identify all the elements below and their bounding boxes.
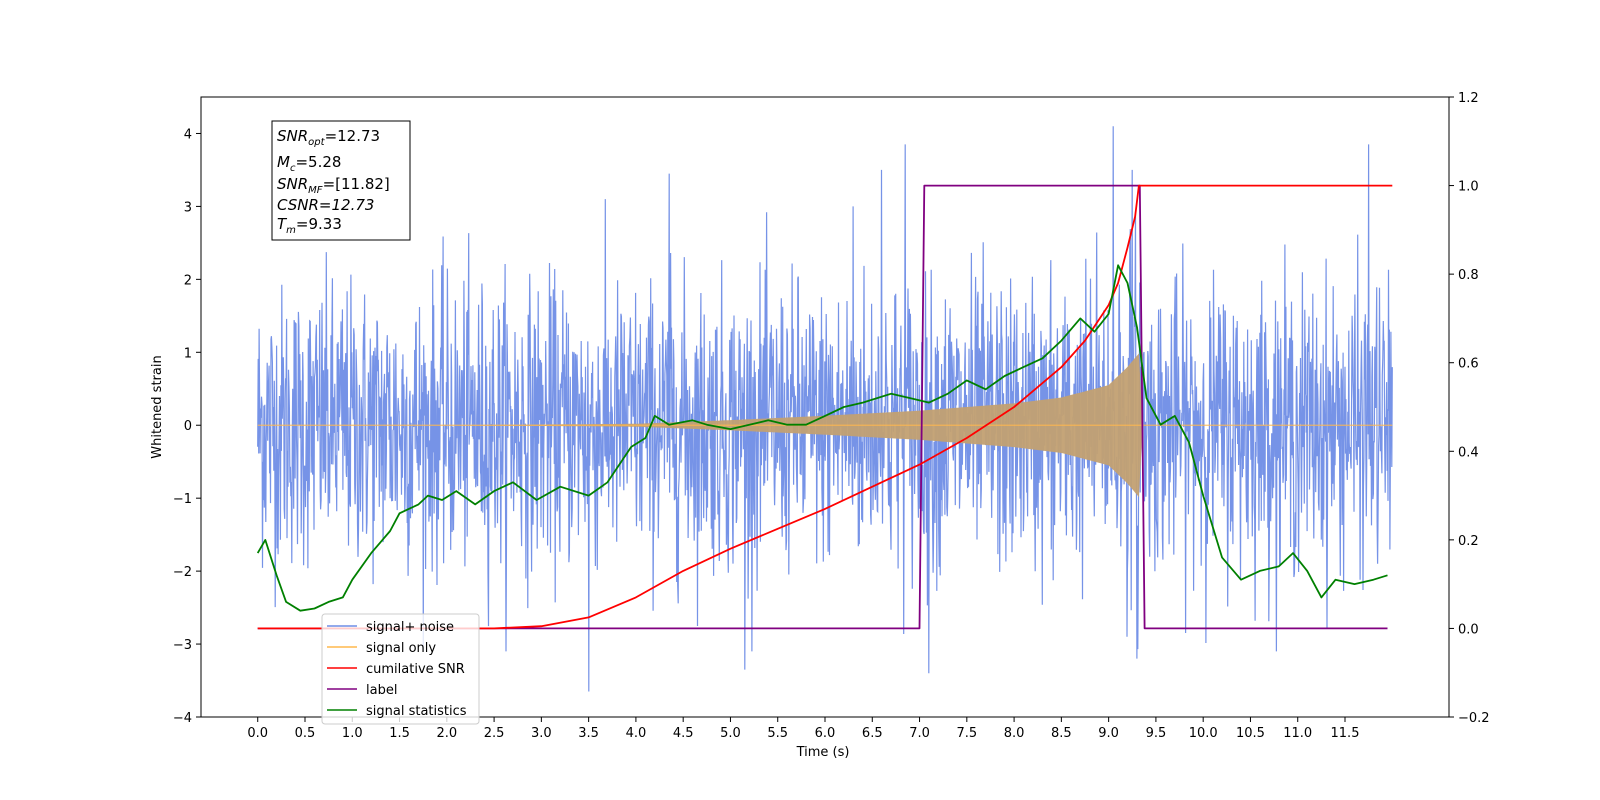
y2-axis: −0.2 0.0 0.2 0.4 0.6 0.8 1.0 1.2 [1449, 91, 1490, 726]
svg-text:cumilative SNR: cumilative SNR [366, 662, 465, 677]
y2-tick-label: 0.4 [1458, 445, 1479, 460]
snr-opt-value: =12.73 [325, 127, 381, 145]
svg-text:signal+ noise: signal+ noise [366, 620, 454, 635]
svg-text:signal statistics: signal statistics [366, 704, 467, 719]
x-axis-label: Time (s) [796, 745, 850, 760]
y-tick-label: 0 [184, 419, 192, 434]
signal-only-series [257, 353, 1393, 498]
legend-item-signal-noise: signal+ noise [327, 620, 454, 635]
y-tick-label: 2 [184, 273, 192, 288]
y-tick-label: 4 [184, 127, 192, 142]
y2-tick-label: 0.8 [1458, 268, 1479, 283]
legend-item-signal-only: signal only [327, 641, 436, 656]
y-tick-label: −1 [173, 492, 192, 507]
x-tick-label: 1.0 [342, 726, 363, 741]
y2-tick-label: 0.2 [1458, 534, 1479, 549]
svg-text:label: label [366, 683, 397, 698]
stats-annotation-box: SNRopt=12.73 Mc=5.28 SNRMF=[11.82] CSNR=… [271, 120, 411, 241]
x-tick-label: 2.5 [484, 726, 505, 741]
mc-value: =5.28 [295, 153, 341, 171]
x-tick-label: 7.0 [909, 726, 930, 741]
signal-statistics-line [256, 264, 1388, 612]
snr-mf-value: =[11.82] [323, 175, 390, 193]
x-tick-label: 4.5 [673, 726, 694, 741]
x-tick-label: 10.0 [1189, 726, 1218, 741]
x-tick-label: 11.5 [1331, 726, 1360, 741]
svg-text:SNRMF=[11.82]: SNRMF=[11.82] [277, 175, 390, 196]
tm-value: =9.33 [296, 215, 342, 233]
x-tick-label: 3.0 [531, 726, 552, 741]
y2-tick-label: 1.0 [1458, 180, 1479, 195]
label-line [257, 184, 1388, 630]
x-tick-label: 5.0 [720, 726, 741, 741]
y2-tick-label: 0.6 [1458, 357, 1479, 372]
x-tick-label: 5.5 [767, 726, 788, 741]
svg-text:Tm=9.33: Tm=9.33 [277, 215, 342, 236]
x-tick-label: 0.0 [247, 726, 268, 741]
svg-text:SNRopt=12.73: SNRopt=12.73 [277, 127, 380, 148]
x-tick-label: 10.5 [1236, 726, 1265, 741]
y2-tick-label: 1.2 [1458, 91, 1479, 106]
legend: signal+ noise signal only cumilative SNR… [321, 613, 480, 725]
csnr-value: CSNR=12.73 [277, 196, 374, 214]
y2-tick-label: 0.0 [1458, 622, 1479, 637]
x-tick-label: 8.5 [1051, 726, 1072, 741]
y2-tick-label: −0.2 [1458, 711, 1490, 726]
x-tick-label: 6.0 [815, 726, 836, 741]
signal-noise-line [257, 126, 1393, 692]
y-tick-label: −4 [173, 711, 192, 726]
x-tick-label: 11.0 [1283, 726, 1312, 741]
legend-item-signal-statistics: signal statistics [327, 704, 467, 719]
y-tick-label: 3 [184, 200, 192, 215]
y-tick-label: 1 [184, 346, 192, 361]
x-tick-label: 7.5 [956, 726, 977, 741]
y-axis: −4 −3 −2 −1 0 1 2 3 4 [173, 127, 201, 726]
cumulative-snr-line [257, 184, 1393, 630]
y-tick-label: −2 [173, 565, 192, 580]
x-tick-label: 1.5 [389, 726, 410, 741]
x-tick-label: 0.5 [295, 726, 316, 741]
x-tick-label: 8.0 [1004, 726, 1025, 741]
x-tick-label: 9.5 [1146, 726, 1167, 741]
y-tick-label: −3 [173, 638, 192, 653]
legend-item-cumulative-snr: cumilative SNR [327, 662, 465, 677]
x-tick-label: 6.5 [862, 726, 883, 741]
x-tick-label: 3.5 [578, 726, 599, 741]
svg-text:signal only: signal only [366, 641, 436, 656]
line-series-group [256, 184, 1393, 630]
svg-text:Mc=5.28: Mc=5.28 [277, 153, 341, 174]
x-tick-label: 2.0 [436, 726, 457, 741]
signal-noise-series [257, 126, 1393, 692]
x-tick-label: 4.0 [626, 726, 647, 741]
x-axis: 0.0 0.5 1.0 1.5 2.0 2.5 3.0 3.5 4.0 4.5 5.0 5.5 6.0 6… [247, 717, 1359, 741]
y-axis-label: Whitened strain [150, 355, 165, 458]
legend-item-label: label [327, 683, 397, 698]
x-tick-label: 9.0 [1098, 726, 1119, 741]
